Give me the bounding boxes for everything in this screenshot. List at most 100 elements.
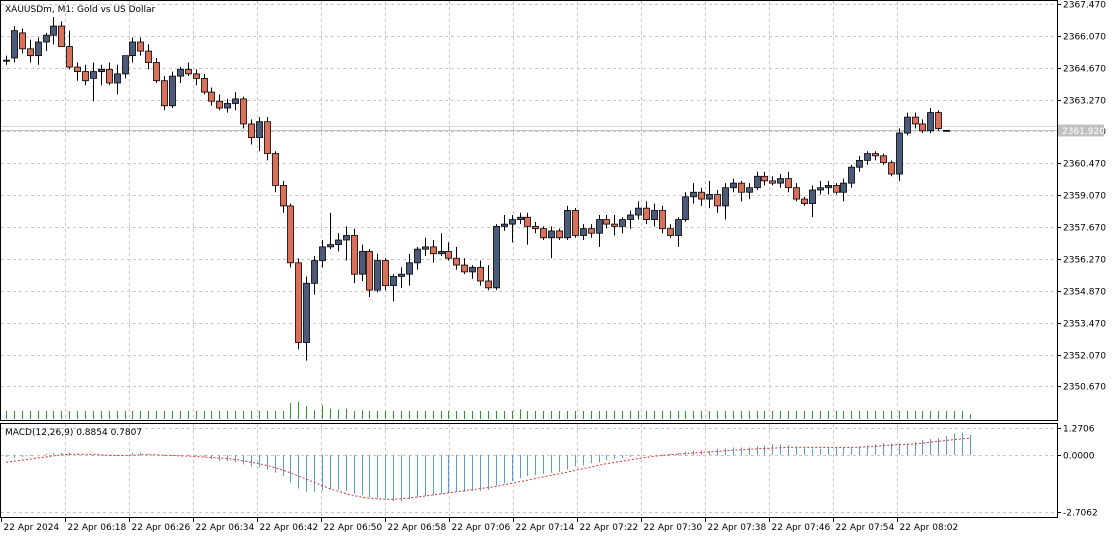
candle-body [769, 180, 776, 184]
candle-body [122, 55, 129, 75]
time-tick-label: 22 Apr 06:26 [132, 523, 191, 533]
time-axis: 22 Apr 2024 22 Apr 06:18 22 Apr 06:26 22 Ap… [1, 518, 959, 533]
candle-body [848, 166, 855, 184]
candle-body [793, 187, 800, 200]
candle-body [517, 216, 524, 220]
candle-body [524, 216, 531, 227]
candle-body [295, 262, 302, 343]
time-tick-label: 22 Apr 06:18 [68, 523, 127, 533]
candle-body [809, 189, 816, 205]
candle-body [90, 71, 97, 79]
candle-body [74, 66, 81, 73]
macd-grid [1, 424, 1057, 517]
time-tick-label: 22 Apr 2024 [4, 523, 60, 533]
candle-body [208, 91, 215, 102]
price-tick-label: 2354.870 [1063, 288, 1106, 298]
macd-axis: 1.2706 0.0000 -2.7062 [1057, 425, 1098, 519]
time-tick-label: 22 Apr 08:02 [900, 523, 959, 533]
candle-body [556, 230, 563, 239]
current-price-tag [1058, 124, 1104, 137]
macd-pane-border [0, 423, 1058, 518]
candle-body [50, 25, 57, 36]
candle-body [422, 246, 429, 250]
candle-body [777, 178, 784, 184]
candle-body [698, 191, 705, 200]
candle-body [761, 175, 768, 182]
candle-body [438, 251, 445, 255]
candle-body [3, 59, 10, 62]
price-tick-label: 2350.670 [1063, 383, 1106, 393]
time-tick-label: 22 Apr 07:46 [772, 523, 831, 533]
candle-body [596, 219, 603, 234]
candle-body [390, 276, 397, 286]
price-tick-label: 2360.470 [1063, 160, 1106, 170]
candle-body [659, 210, 666, 230]
candle-body [272, 153, 279, 186]
candle-body [114, 73, 121, 84]
candle-body [27, 48, 34, 57]
candle-body [919, 123, 926, 132]
candle-body [817, 187, 824, 191]
candle-body [603, 219, 610, 225]
main-grid [1, 1, 1057, 420]
current-price-label: 2361.920 [1062, 127, 1105, 137]
candle-body [904, 116, 911, 134]
candle-body [287, 205, 294, 264]
candle-body [706, 194, 713, 200]
candle-body [430, 246, 437, 255]
candle-body [714, 194, 721, 207]
time-tick-label: 22 Apr 07:30 [644, 523, 703, 533]
candle-body [256, 121, 263, 139]
candle-body [572, 210, 579, 236]
candle-body [888, 162, 895, 175]
candle-body [106, 68, 113, 84]
candle-body [161, 80, 168, 107]
candle-body [840, 182, 847, 193]
candle-body [864, 153, 871, 161]
time-tick-label: 22 Apr 06:42 [260, 523, 319, 533]
candle-body [129, 41, 136, 57]
candle-body [201, 78, 208, 93]
candle-body [335, 239, 342, 245]
candle-body [833, 185, 840, 193]
candle-body [580, 228, 587, 236]
candle-body [366, 251, 373, 291]
time-tick-label: 22 Apr 07:54 [836, 523, 895, 533]
candle-body [485, 280, 492, 289]
candle-body [627, 214, 634, 220]
candle-body [469, 266, 476, 273]
candle-body [611, 223, 618, 227]
current-price-line [1, 126, 1057, 131]
candle-body [43, 34, 50, 43]
candle-body [98, 68, 105, 73]
candle-body [935, 112, 942, 129]
candle-body [382, 260, 389, 286]
candle-body [319, 246, 326, 261]
time-tick-label: 22 Apr 07:14 [516, 523, 575, 533]
price-tick-label: 2366.070 [1063, 33, 1106, 43]
candle-body [216, 100, 223, 109]
candle-body [35, 41, 42, 57]
candle-body [406, 262, 413, 275]
price-tick-label: 2364.670 [1063, 65, 1106, 75]
candle-body [651, 210, 658, 220]
candle-body [690, 191, 697, 198]
chart-title: XAUUSDm, M1: Gold vs US Dollar [5, 5, 156, 15]
price-tick-label: 2367.470 [1063, 1, 1106, 11]
candle-body [619, 219, 626, 227]
candle-body [445, 251, 452, 259]
candle-body [311, 260, 318, 284]
candle-body [540, 228, 547, 239]
candle-body [856, 159, 863, 168]
candle-body [501, 223, 508, 227]
candle-body [635, 207, 642, 216]
candle-body [11, 30, 18, 59]
candle-body [351, 235, 358, 275]
volume-bars [6, 401, 971, 419]
candle-body [825, 185, 832, 189]
price-tick-label: 2357.670 [1063, 224, 1106, 234]
time-tick-label: 22 Apr 07:06 [452, 523, 511, 533]
candle-body [746, 187, 753, 193]
candle-body [224, 103, 231, 109]
